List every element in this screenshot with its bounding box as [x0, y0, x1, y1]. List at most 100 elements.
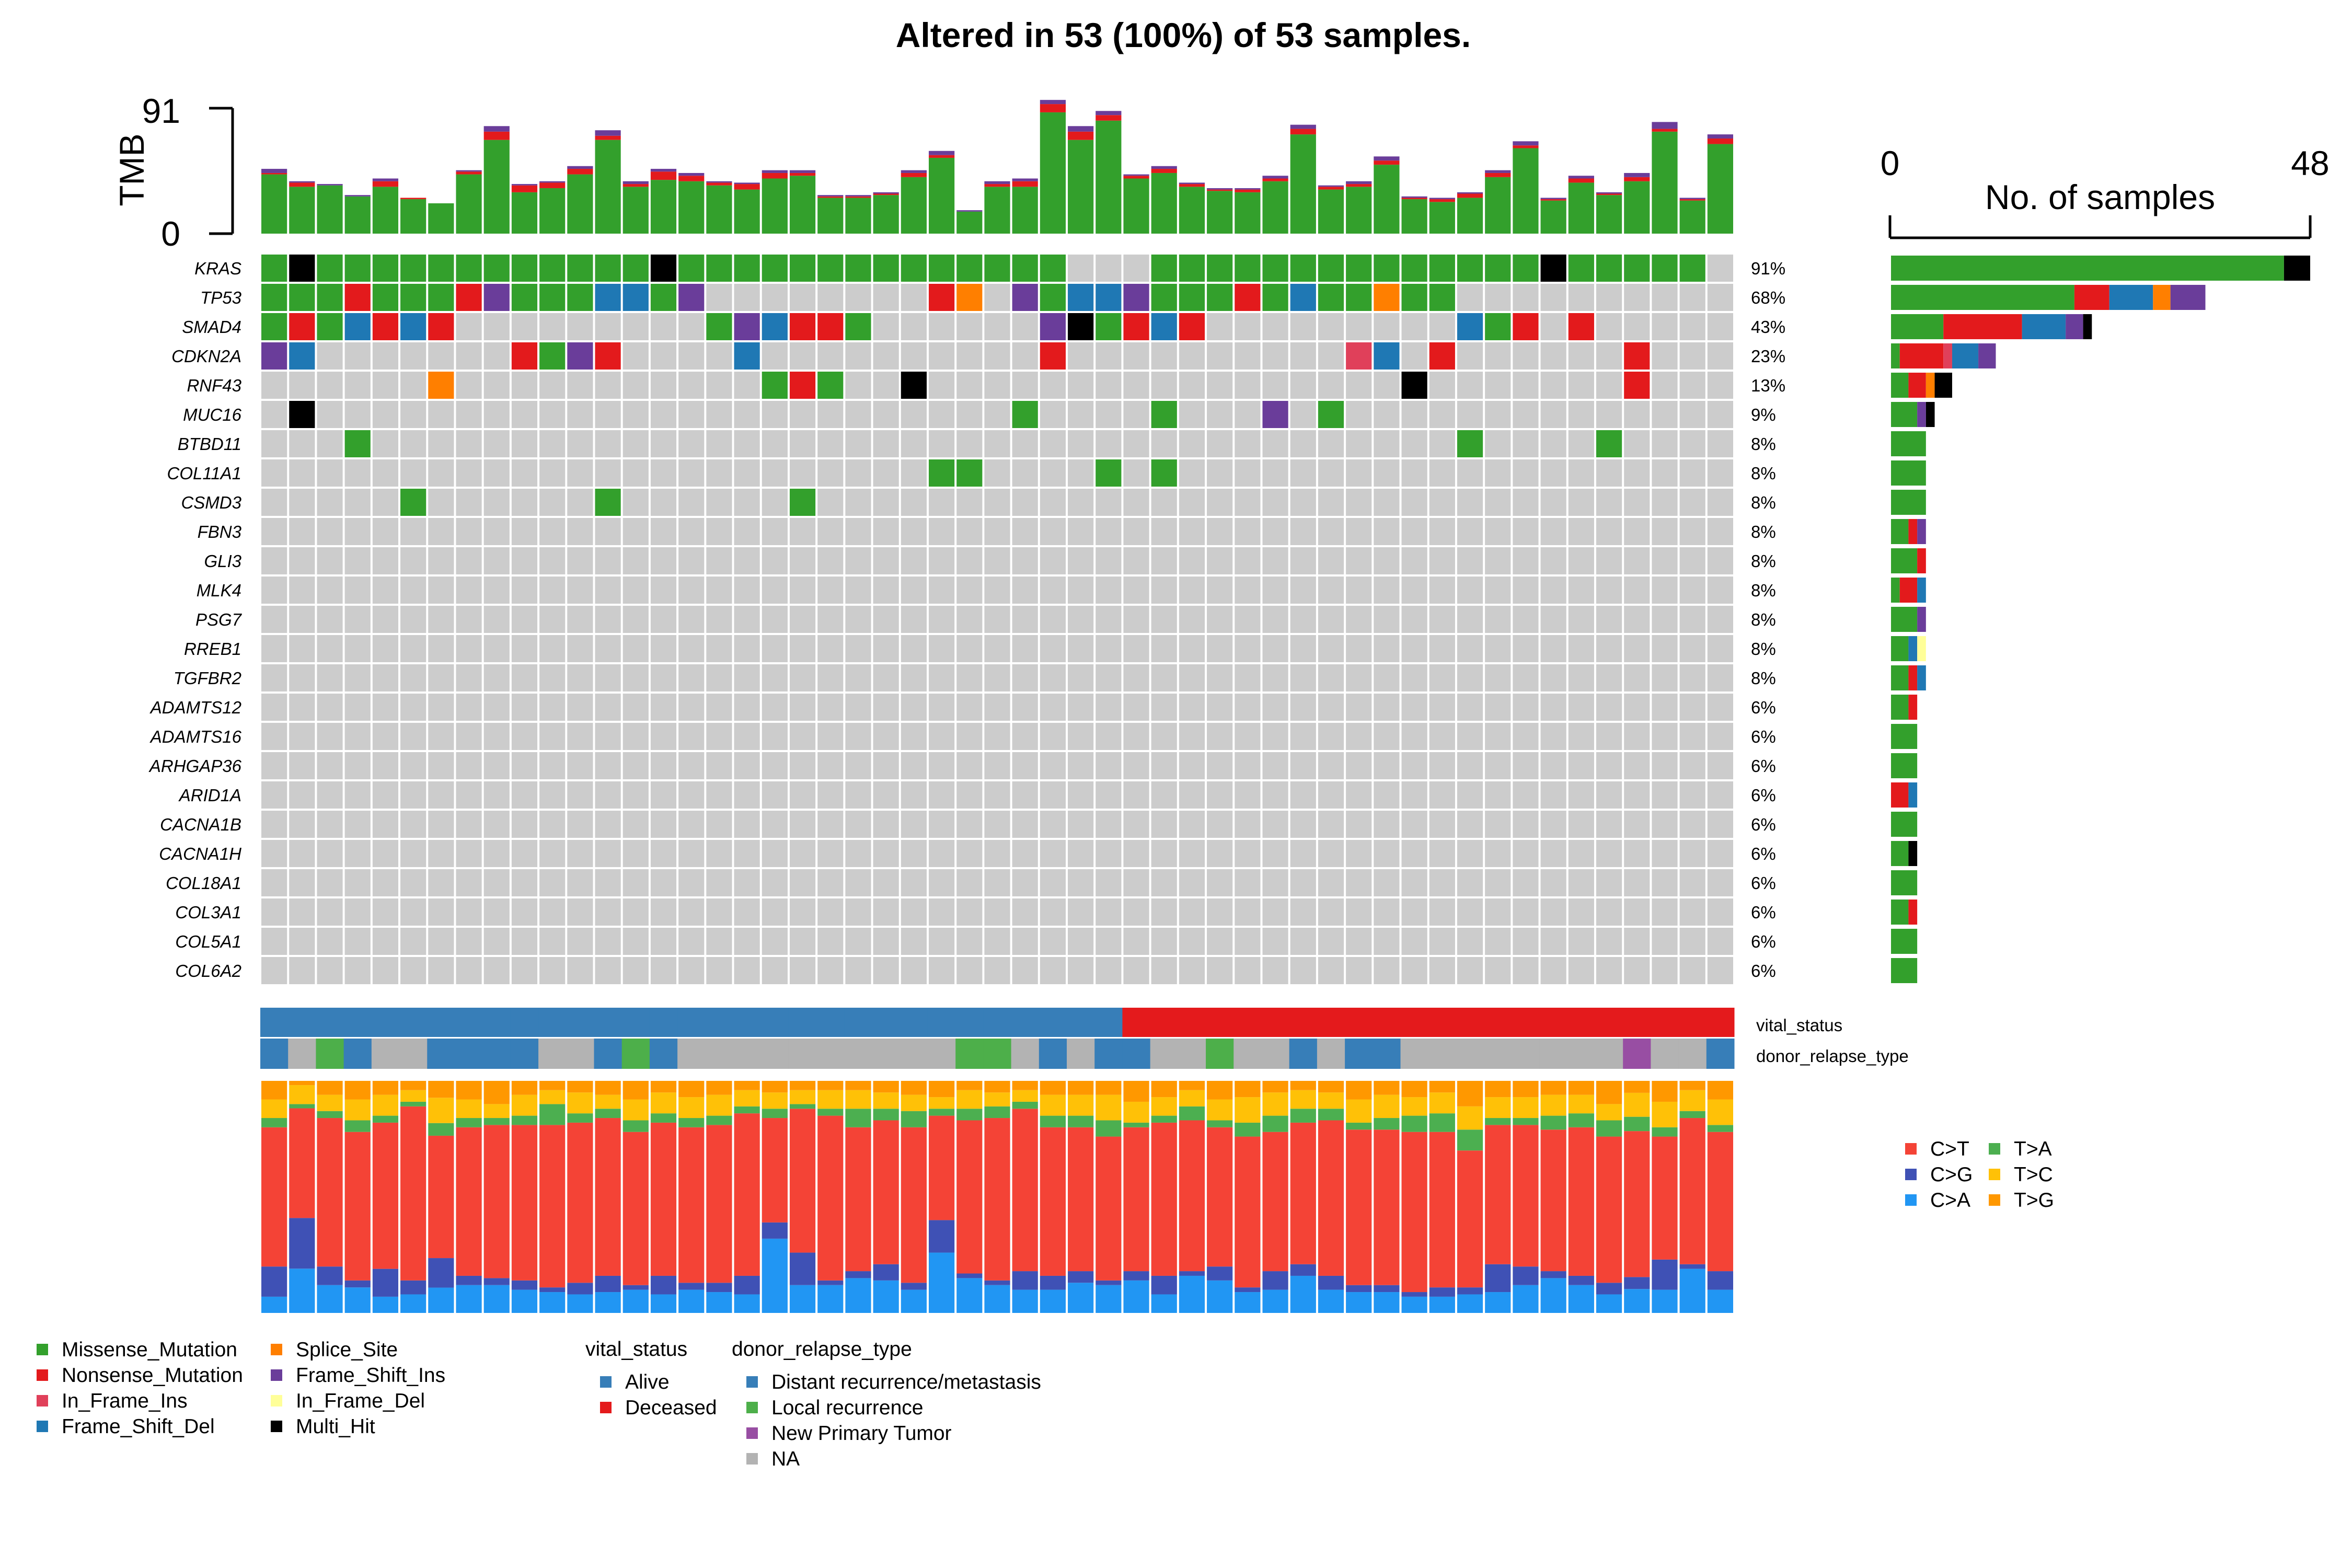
empty-cell [928, 928, 955, 955]
empty-cell [1707, 518, 1733, 545]
empty-cell [1457, 577, 1483, 604]
titv-segment [1374, 1292, 1400, 1313]
empty-cell [678, 489, 705, 516]
relapse-type-cell [371, 1039, 400, 1069]
titv-segment [1318, 1092, 1344, 1109]
titv-segment [956, 1120, 983, 1274]
empty-cell [956, 401, 983, 428]
empty-cell [372, 811, 399, 838]
empty-cell [1290, 811, 1316, 838]
empty-cell [1374, 840, 1400, 867]
empty-cell [622, 606, 649, 633]
empty-cell [372, 781, 399, 809]
mutation-cell [1318, 284, 1344, 311]
empty-cell [1179, 781, 1205, 809]
swatch-icon [746, 1376, 758, 1388]
empty-cell [1652, 898, 1678, 926]
titv-segment [511, 1094, 538, 1116]
titv-segment [762, 1109, 788, 1119]
tmb-bar-segment [984, 187, 1010, 234]
mutation-cell [289, 342, 315, 370]
empty-cell [1096, 664, 1122, 691]
gene-bar-segment [1891, 314, 1944, 339]
relapse-type-cell [1289, 1039, 1318, 1069]
empty-cell [706, 547, 732, 574]
empty-cell [1401, 342, 1427, 370]
gene-label: TP53 [200, 288, 242, 307]
empty-cell [511, 811, 538, 838]
gene-bar-segment [1891, 256, 2284, 281]
empty-cell [1568, 518, 1594, 545]
empty-cell [650, 518, 677, 545]
titv-segment [650, 1294, 677, 1313]
mutation-cell [789, 489, 816, 516]
empty-cell [706, 723, 732, 750]
empty-cell [1123, 957, 1149, 984]
empty-cell [1179, 489, 1205, 516]
empty-cell [1068, 723, 1094, 750]
relapse-type-cell [788, 1039, 817, 1069]
empty-cell [1596, 401, 1622, 428]
titv-segment [400, 1294, 426, 1313]
empty-cell [1568, 869, 1594, 896]
titv-segment [1012, 1101, 1038, 1109]
titv-segment [1318, 1109, 1344, 1121]
empty-cell [1540, 518, 1566, 545]
empty-cell [372, 898, 399, 926]
empty-cell [511, 928, 538, 955]
empty-cell [1624, 313, 1650, 340]
mutation-cell [789, 313, 816, 340]
tmb-bar-segment [1346, 184, 1372, 187]
gene-bar-segment [1891, 753, 1918, 778]
empty-cell [567, 372, 593, 399]
empty-cell [511, 401, 538, 428]
gene-bar-segment [1926, 373, 1935, 398]
empty-cell [789, 606, 816, 633]
tmb-bar-segment [873, 195, 899, 234]
empty-cell [622, 752, 649, 779]
empty-cell [706, 606, 732, 633]
empty-cell [789, 869, 816, 896]
empty-cell [845, 723, 871, 750]
empty-cell [511, 898, 538, 926]
empty-cell [372, 869, 399, 896]
gene-bar-segment [1891, 519, 1909, 544]
empty-cell [1624, 284, 1650, 311]
empty-cell [928, 577, 955, 604]
empty-cell [1401, 313, 1427, 340]
titv-segment [845, 1109, 871, 1127]
gene-bar-segment [2074, 285, 2109, 310]
relapse-type-cell [1373, 1039, 1401, 1069]
empty-cell [289, 840, 315, 867]
swatch-icon [37, 1343, 48, 1355]
tmb-bar-segment [1096, 120, 1122, 234]
mutation-cell [1096, 459, 1122, 487]
empty-cell [1679, 811, 1705, 838]
relapse-type-cell [1094, 1039, 1123, 1069]
empty-cell [873, 577, 899, 604]
empty-cell [261, 723, 287, 750]
empty-cell [901, 401, 927, 428]
gene-bar-segment [1899, 343, 1944, 368]
tmb-bar-segment [1068, 140, 1094, 234]
empty-cell [1207, 547, 1233, 574]
gene-bar-segment [2109, 285, 2153, 310]
empty-cell [1513, 372, 1539, 399]
relapse-type-cell [705, 1039, 734, 1069]
empty-cell [456, 869, 482, 896]
empty-cell [1568, 401, 1594, 428]
swatch-icon [271, 1369, 282, 1381]
relapse-type-cell [1039, 1039, 1067, 1069]
empty-cell [1485, 781, 1511, 809]
titv-segment [901, 1111, 927, 1127]
percent-label: 8% [1751, 493, 1776, 512]
empty-cell [901, 723, 927, 750]
empty-cell [400, 781, 426, 809]
mutation-cell [622, 255, 649, 282]
empty-cell [1318, 898, 1344, 926]
empty-cell [817, 957, 844, 984]
empty-cell [984, 606, 1010, 633]
empty-cell [845, 489, 871, 516]
empty-cell [1123, 342, 1149, 370]
empty-cell [1513, 489, 1539, 516]
